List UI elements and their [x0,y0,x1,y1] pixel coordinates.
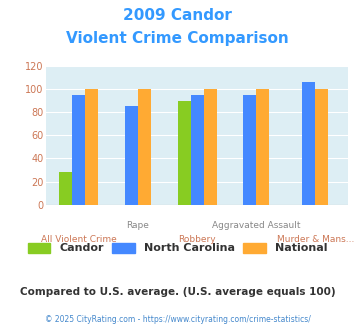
Bar [178,101,191,205]
Text: Murder & Mans...: Murder & Mans... [277,235,354,244]
Text: All Violent Crime: All Violent Crime [41,235,116,244]
Text: Rape: Rape [126,221,149,230]
Bar [125,106,138,205]
Bar [203,89,217,205]
Bar [72,95,85,205]
Bar [59,172,72,205]
Bar [315,89,328,205]
Legend: Candor, North Carolina, National: Candor, North Carolina, National [28,243,327,253]
Text: Compared to U.S. average. (U.S. average equals 100): Compared to U.S. average. (U.S. average … [20,287,335,297]
Bar [302,82,315,205]
Bar [243,95,256,205]
Text: 2009 Candor: 2009 Candor [123,8,232,23]
Text: Aggravated Assault: Aggravated Assault [212,221,300,230]
Text: Robbery: Robbery [178,235,216,244]
Bar [85,89,98,205]
Text: Violent Crime Comparison: Violent Crime Comparison [66,31,289,46]
Bar [191,95,203,205]
Bar [138,89,151,205]
Text: © 2025 CityRating.com - https://www.cityrating.com/crime-statistics/: © 2025 CityRating.com - https://www.city… [45,315,310,324]
Bar [256,89,269,205]
